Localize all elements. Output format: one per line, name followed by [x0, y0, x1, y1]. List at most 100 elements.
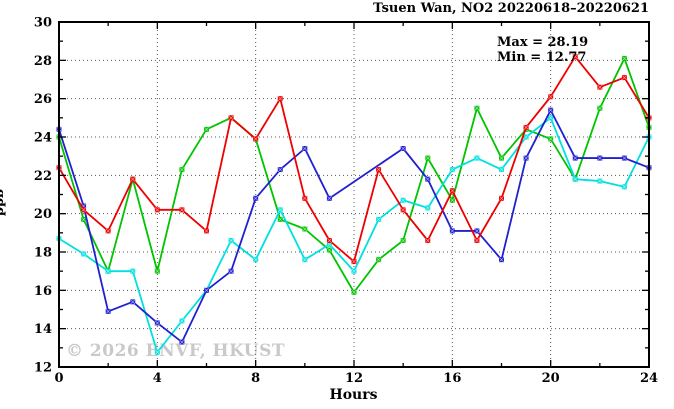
marker-glyph: [179, 318, 185, 324]
marker-glyph: [425, 155, 431, 161]
marker-glyph: [228, 115, 234, 121]
marker-glyph: [474, 228, 480, 234]
marker-glyph: [548, 136, 554, 142]
marker-glyph: [523, 134, 529, 140]
max-min-annotation: Max = 28.19 Min = 12.77: [497, 35, 588, 65]
marker-glyph: [523, 124, 529, 130]
marker-glyph: [130, 299, 136, 305]
marker-glyph: [597, 155, 603, 161]
marker-glyph: [154, 207, 160, 213]
marker-glyph: [449, 228, 455, 234]
marker-glyph: [474, 105, 480, 111]
marker-glyph: [572, 155, 578, 161]
marker-glyph: [425, 238, 431, 243]
marker-glyph: [400, 207, 406, 213]
y-tick-label: 20: [34, 207, 52, 222]
marker-glyph: [351, 289, 357, 295]
x-tick-label: 0: [54, 371, 63, 386]
marker-glyph: [277, 207, 283, 213]
marker-glyph: [548, 115, 554, 121]
max-value-label: Max = 28.19: [497, 35, 589, 50]
marker-glyph: [302, 257, 308, 263]
y-tick-label: 26: [34, 92, 52, 107]
y-tick-label: 24: [34, 131, 52, 146]
chart-title: Tsuen Wan, NO2 20220618–20220621: [373, 1, 649, 16]
marker-glyph: [81, 251, 87, 257]
marker-glyph: [302, 195, 308, 201]
marker-glyph: [548, 107, 554, 113]
marker-glyph: [154, 349, 160, 355]
marker-glyph: [228, 238, 234, 243]
x-tick-label: 20: [542, 371, 560, 386]
y-tick-label: 28: [34, 54, 52, 69]
x-axis-label: Hours: [329, 387, 378, 403]
marker-glyph: [253, 136, 259, 142]
marker-glyph: [621, 155, 627, 161]
marker-glyph: [204, 287, 209, 293]
marker-glyph: [572, 176, 578, 182]
marker-glyph: [105, 268, 111, 274]
marker-glyph: [130, 176, 136, 182]
marker-glyph: [597, 84, 603, 90]
marker-glyph: [400, 146, 406, 151]
x-tick-label: 24: [640, 371, 658, 386]
marker-glyph: [351, 268, 357, 274]
marker-glyph: [376, 167, 382, 173]
marker-glyph: [400, 238, 406, 243]
y-tick-label: 18: [34, 246, 52, 261]
marker-glyph: [179, 207, 185, 213]
marker-glyph: [326, 238, 332, 243]
marker-glyph: [154, 268, 160, 274]
marker-glyph: [597, 178, 603, 184]
marker-glyph: [376, 257, 382, 263]
marker-glyph: [548, 94, 554, 100]
x-tick-label: 16: [443, 371, 461, 386]
marker-glyph: [204, 126, 209, 132]
y-tick-label: 12: [34, 361, 52, 376]
marker-glyph: [277, 216, 283, 222]
x-tick-label: 4: [153, 371, 162, 386]
marker-glyph: [154, 320, 160, 326]
y-tick-label: 30: [34, 16, 52, 31]
marker-glyph: [130, 268, 136, 274]
x-tick-label: 8: [251, 371, 260, 386]
marker-glyph: [277, 167, 283, 173]
marker-glyph: [449, 197, 455, 203]
marker-glyph: [105, 308, 111, 314]
marker-glyph: [474, 238, 480, 243]
marker-glyph: [621, 75, 627, 81]
marker-glyph: [326, 247, 332, 253]
marker-glyph: [81, 207, 87, 213]
marker-glyph: [449, 188, 455, 194]
marker-glyph: [425, 176, 431, 182]
marker-glyph: [523, 155, 529, 161]
marker-glyph: [105, 228, 111, 234]
marker-glyph: [302, 226, 308, 232]
y-tick-label: 16: [34, 284, 52, 299]
marker-glyph: [572, 54, 578, 60]
marker-glyph: [499, 155, 504, 161]
marker-glyph: [449, 167, 455, 173]
marker-glyph: [376, 216, 382, 222]
x-tick-label: 12: [345, 371, 363, 386]
marker-glyph: [179, 167, 185, 173]
marker-glyph: [621, 55, 627, 61]
y-tick-label: 22: [34, 169, 52, 184]
min-value-label: Min = 12.77: [497, 50, 587, 65]
marker-glyph: [499, 195, 504, 201]
watermark: © 2026 ENVF, HKUST: [66, 341, 286, 361]
y-tick-label: 14: [34, 322, 52, 337]
marker-glyph: [302, 146, 308, 151]
marker-glyph: [351, 259, 357, 265]
marker-glyph: [277, 96, 283, 102]
marker-glyph: [621, 184, 627, 190]
marker-glyph: [179, 339, 185, 345]
marker-glyph: [228, 268, 234, 274]
y-axis-label: ppb: [0, 188, 8, 217]
marker-glyph: [81, 216, 87, 222]
marker-glyph: [326, 195, 332, 201]
marker-glyph: [499, 167, 504, 173]
marker-glyph: [474, 155, 480, 161]
